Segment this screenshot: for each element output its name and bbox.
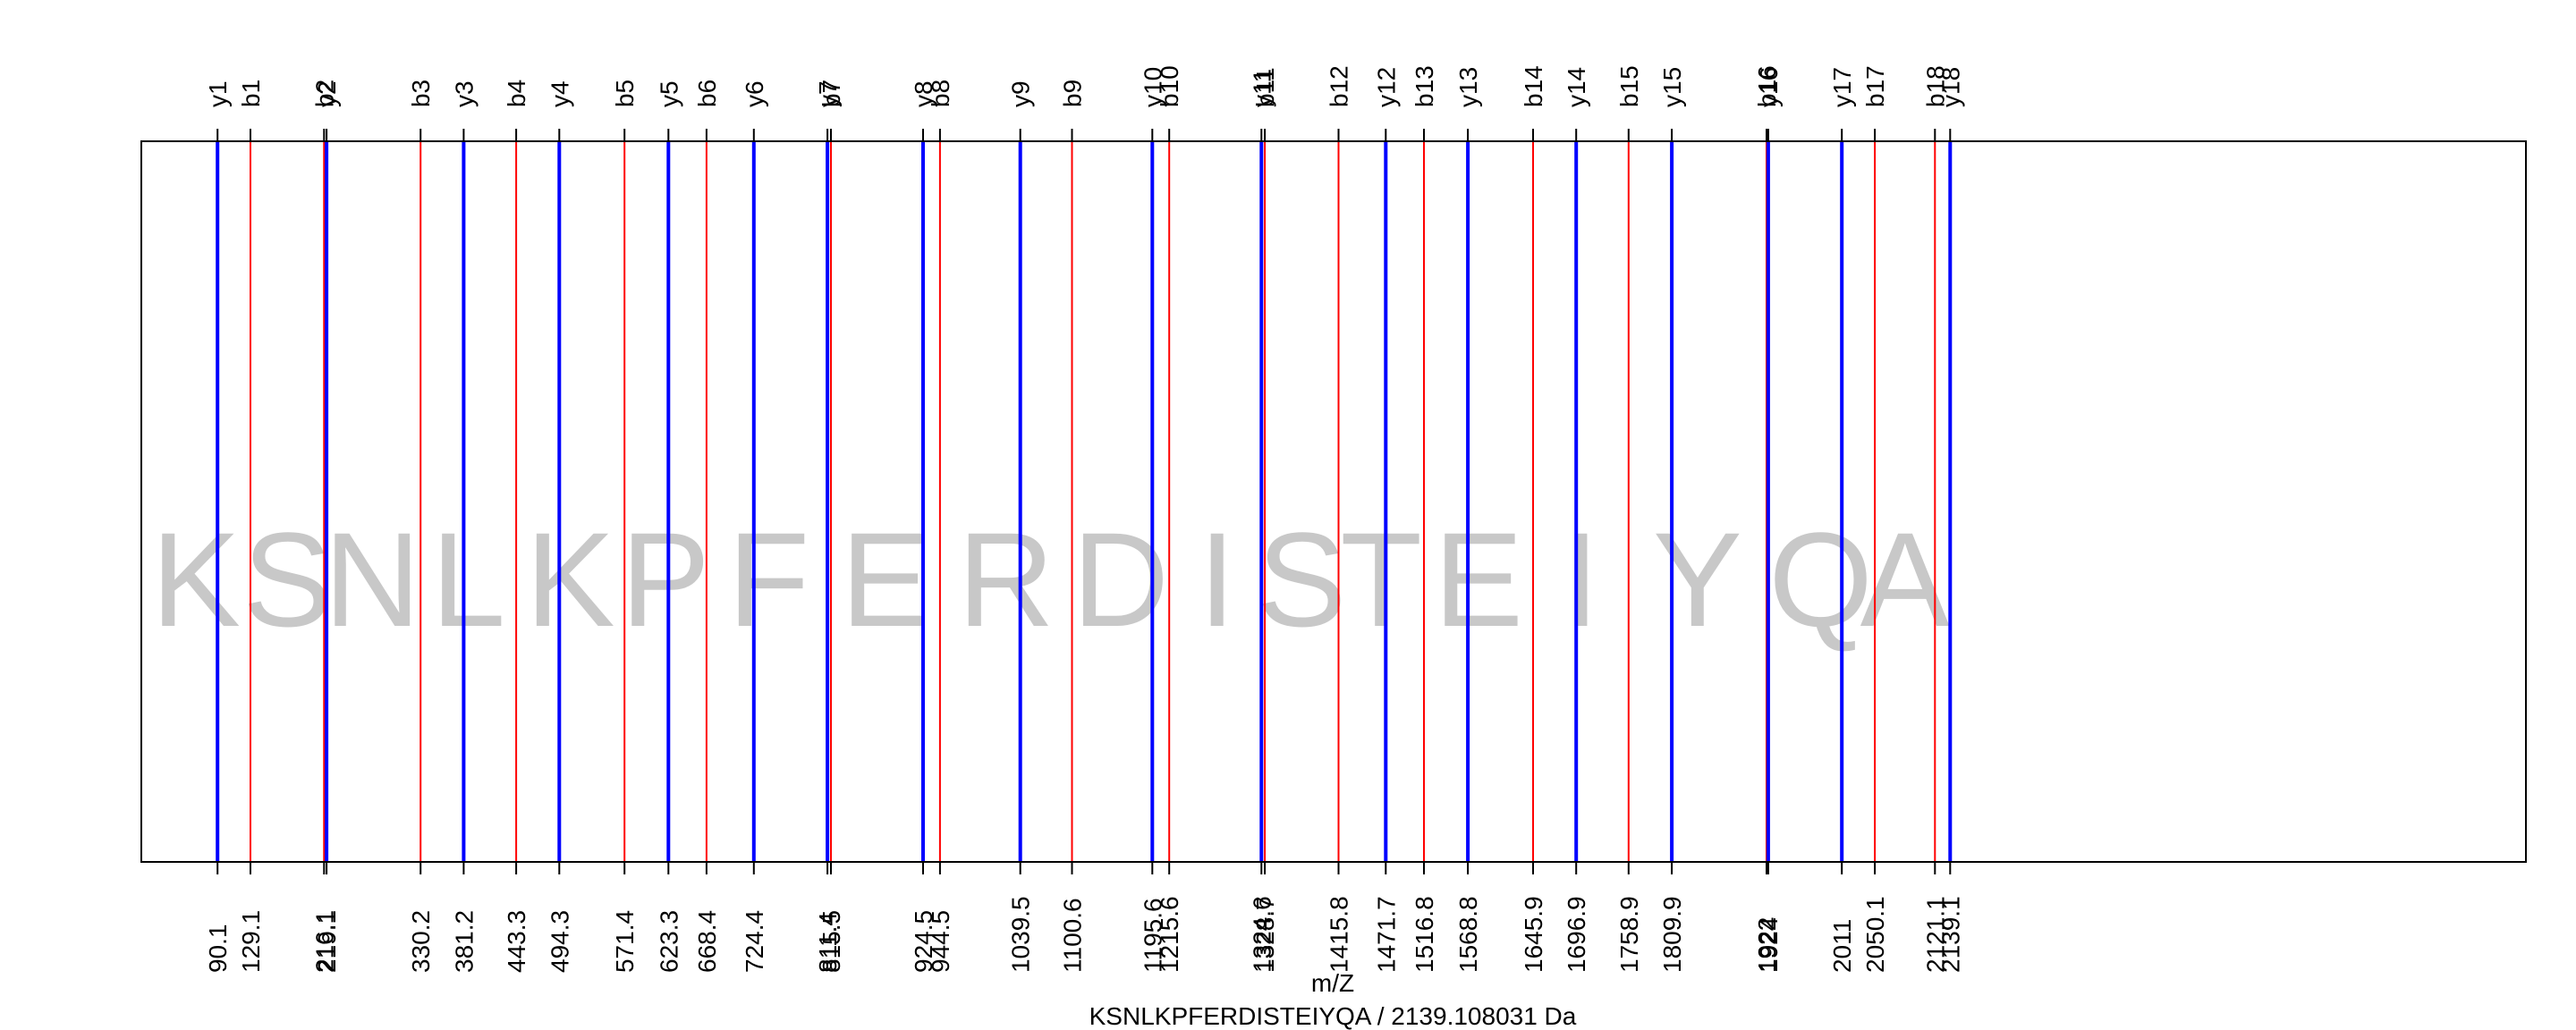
mz-value-label: 811.4 <box>814 912 842 973</box>
ion-lines <box>216 141 1953 862</box>
mz-value-label: 2011 <box>1828 919 1856 973</box>
mz-value-label: 1215.6 <box>1156 896 1183 973</box>
y-ion-label: y18 <box>1936 67 1964 107</box>
sequence-letter: P <box>621 504 710 654</box>
b-ion-label: b16 <box>1753 65 1781 107</box>
b-ion-label: b6 <box>693 80 721 107</box>
mz-value-label: 1809.9 <box>1658 896 1686 973</box>
mz-value-label: 944.5 <box>927 910 954 973</box>
mz-value-label: 494.3 <box>546 910 573 973</box>
mz-value-label: 2139.1 <box>1936 896 1964 973</box>
mz-value-label: 1328.7 <box>1251 896 1279 973</box>
mz-value-label: 129.1 <box>237 910 265 973</box>
mz-value-label: 1696.9 <box>1563 896 1590 973</box>
mz-value-label: 443.3 <box>503 910 530 973</box>
mz-value-label: 668.4 <box>693 910 721 973</box>
y-ion-label: y12 <box>1372 67 1400 107</box>
mz-value-label: 219.1 <box>313 910 341 973</box>
y-ion-label: y13 <box>1454 67 1482 107</box>
b-ion-label: b3 <box>407 80 435 107</box>
mz-value-label: 1516.8 <box>1411 896 1438 973</box>
y-ion-label: y10 <box>1139 67 1166 107</box>
sequence-letter: N <box>324 504 420 654</box>
sequence-letter: S <box>1257 504 1346 654</box>
b-ion-label: b4 <box>503 80 530 107</box>
ion-ticks <box>216 129 1952 874</box>
mz-value-label: 216.1 <box>310 910 338 973</box>
b-ion-label: b12 <box>1326 65 1353 107</box>
b-ion-label: b10 <box>1156 65 1183 107</box>
peptide-footer: KSNLKPFERDISTEIYQA / 2139.108031 Da <box>1089 1002 1577 1030</box>
sequence-letter: K <box>526 504 615 654</box>
y-ion-label: y16 <box>1755 67 1783 107</box>
mz-value-label: 1415.8 <box>1326 896 1353 973</box>
b-ion-label: b8 <box>927 80 954 107</box>
y-ion-label: y6 <box>741 80 768 107</box>
b-ion-label: b15 <box>1615 65 1643 107</box>
mz-value-label: 2121.1 <box>1921 896 1949 973</box>
mz-value-label: 571.4 <box>611 910 639 973</box>
sequence-letter: I <box>1199 504 1236 654</box>
y-ion-label: y9 <box>1007 80 1035 107</box>
x-axis-label: m/Z <box>1311 969 1354 997</box>
mz-value-label: 381.2 <box>450 910 478 973</box>
sequence-letter: Q <box>1768 504 1873 654</box>
b-ion-label: b14 <box>1520 65 1547 107</box>
mz-value-label: 815.5 <box>818 910 845 973</box>
mz-value-label: 724.4 <box>741 910 768 973</box>
y-ion-label: y4 <box>546 80 573 107</box>
sequence-letter: I <box>1563 504 1600 654</box>
y-ion-label: y2 <box>313 80 341 107</box>
mz-value-label: 1758.9 <box>1615 896 1643 973</box>
y-ion-label: y5 <box>655 80 682 107</box>
mz-value-label: 1100.6 <box>1059 898 1087 973</box>
b-ion-label: b18 <box>1921 65 1949 107</box>
b-ion-label: b17 <box>1861 65 1889 107</box>
mz-value-label: 1471.7 <box>1372 896 1400 973</box>
y-ion-label: y11 <box>1248 69 1275 107</box>
sequence-letter: F <box>728 504 810 654</box>
sequence-letter: L <box>431 504 505 654</box>
plot-frame <box>140 140 2527 863</box>
b-ion-label: b7 <box>818 80 845 107</box>
y-ion-label: y7 <box>814 80 842 107</box>
sequence-letter: S <box>242 504 332 654</box>
sequence-letter: R <box>958 504 1055 654</box>
y-ion-label: y8 <box>910 80 937 107</box>
sequence-letter: T <box>1340 504 1422 654</box>
b-ion-label: b9 <box>1059 80 1087 107</box>
mz-value-label: 90.1 <box>204 924 232 974</box>
mz-value-label: 1645.9 <box>1520 896 1547 973</box>
mz-value-label: 330.2 <box>407 910 435 973</box>
y-ion-label: y3 <box>450 80 478 107</box>
sequence-letter: D <box>1072 504 1169 654</box>
mz-value-label: 1195.6 <box>1139 898 1166 973</box>
mz-value-label: 924.5 <box>910 910 937 973</box>
ion-labels: b1 129.1 b2 216.1 b3 330.2 b4 443.3 b5 571.4 b6 668… <box>204 65 1964 973</box>
mz-value-label: 1922 <box>1753 917 1781 973</box>
mz-value-label: 1924 <box>1755 917 1783 973</box>
sequence-letter: E <box>1434 504 1523 654</box>
sequence-letter: K <box>151 504 241 654</box>
mz-value-label: 1568.8 <box>1454 896 1482 973</box>
y-ion-label: y17 <box>1828 67 1856 107</box>
b-ion-label: b2 <box>310 80 338 107</box>
mz-value-label: 1039.5 <box>1007 896 1035 973</box>
sequence-letter: A <box>1860 504 1950 654</box>
sequence-letters: K SN L K P F E R D I ST E I Y QA <box>151 504 1950 654</box>
b-ion-label: b13 <box>1411 65 1438 107</box>
y-ion-label: y1 <box>204 80 232 107</box>
sequence-letter: Y <box>1653 504 1742 654</box>
b-ion-label: b11 <box>1251 67 1279 107</box>
mz-value-label: 1324.6 <box>1248 896 1275 973</box>
b-ion-label: b1 <box>237 80 265 107</box>
b-ion-label: b5 <box>611 80 639 107</box>
sequence-letter: E <box>841 504 930 654</box>
mz-value-label: 2050.1 <box>1861 896 1889 973</box>
y-ion-label: y15 <box>1658 67 1686 107</box>
y-ion-label: y14 <box>1563 67 1590 107</box>
mz-value-label: 623.3 <box>655 910 682 973</box>
